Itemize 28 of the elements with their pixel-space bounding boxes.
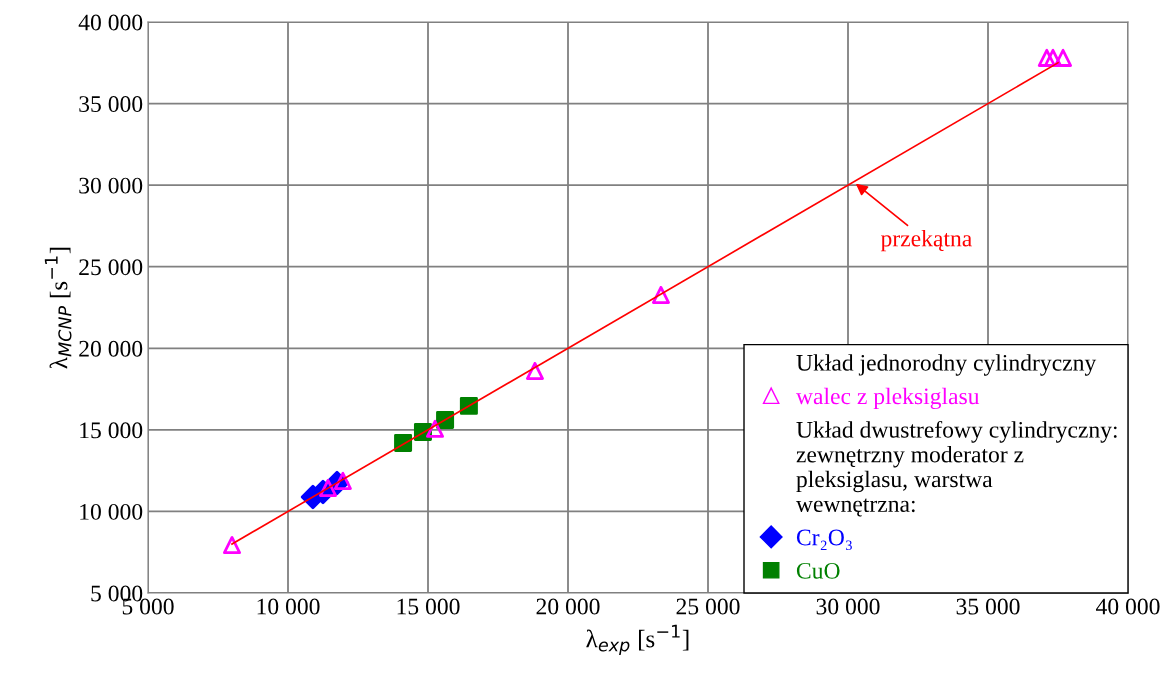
x-tick-label: 40 000	[1096, 598, 1160, 615]
legend-label: CuO	[796, 562, 840, 579]
y-tick-label: 10 000	[80, 503, 143, 520]
y-tick-label: 20 000	[79, 340, 143, 357]
y-tick-label: 35 000	[79, 96, 143, 112]
x-tick-label: 15 000	[397, 598, 460, 615]
x-axis-title: λ$_{exp}$ [s$^{−1}$]	[586, 624, 689, 655]
point	[1037, 48, 1056, 67]
x-tick-label: 20 000	[536, 598, 600, 615]
y-tick-label: 15 000	[80, 422, 143, 439]
y-tick-label: 30 000	[79, 177, 143, 194]
x-tick-label: 10 000	[257, 598, 320, 615]
annotation: Układ dwustrefowy cylindryczny: zewnętrzny moderator z pleksiglasu, warstwa wewnętrzna:	[795, 420, 1117, 517]
y-tick-label: 40 000	[78, 14, 143, 31]
x-tick-label: 25 000	[676, 598, 740, 615]
legend-label: walec z pleksiglasu	[795, 387, 980, 410]
legend-label: Cr₂O₃	[796, 529, 852, 551]
point	[651, 285, 670, 304]
point	[426, 419, 444, 438]
point	[1054, 48, 1073, 67]
y-axis-title: λ$_{MCNP}$ [s$^{−1}$]	[44, 247, 72, 369]
annotation: przekątna	[880, 229, 972, 252]
x-tick-label: 30 000	[816, 598, 880, 615]
point	[223, 536, 241, 555]
x-tick-label: 35 000	[956, 598, 1020, 615]
y-tick-label: 25 000	[79, 259, 143, 276]
point	[1043, 48, 1062, 67]
annotation: Układ jednorodny cylindryczny	[796, 354, 1097, 376]
